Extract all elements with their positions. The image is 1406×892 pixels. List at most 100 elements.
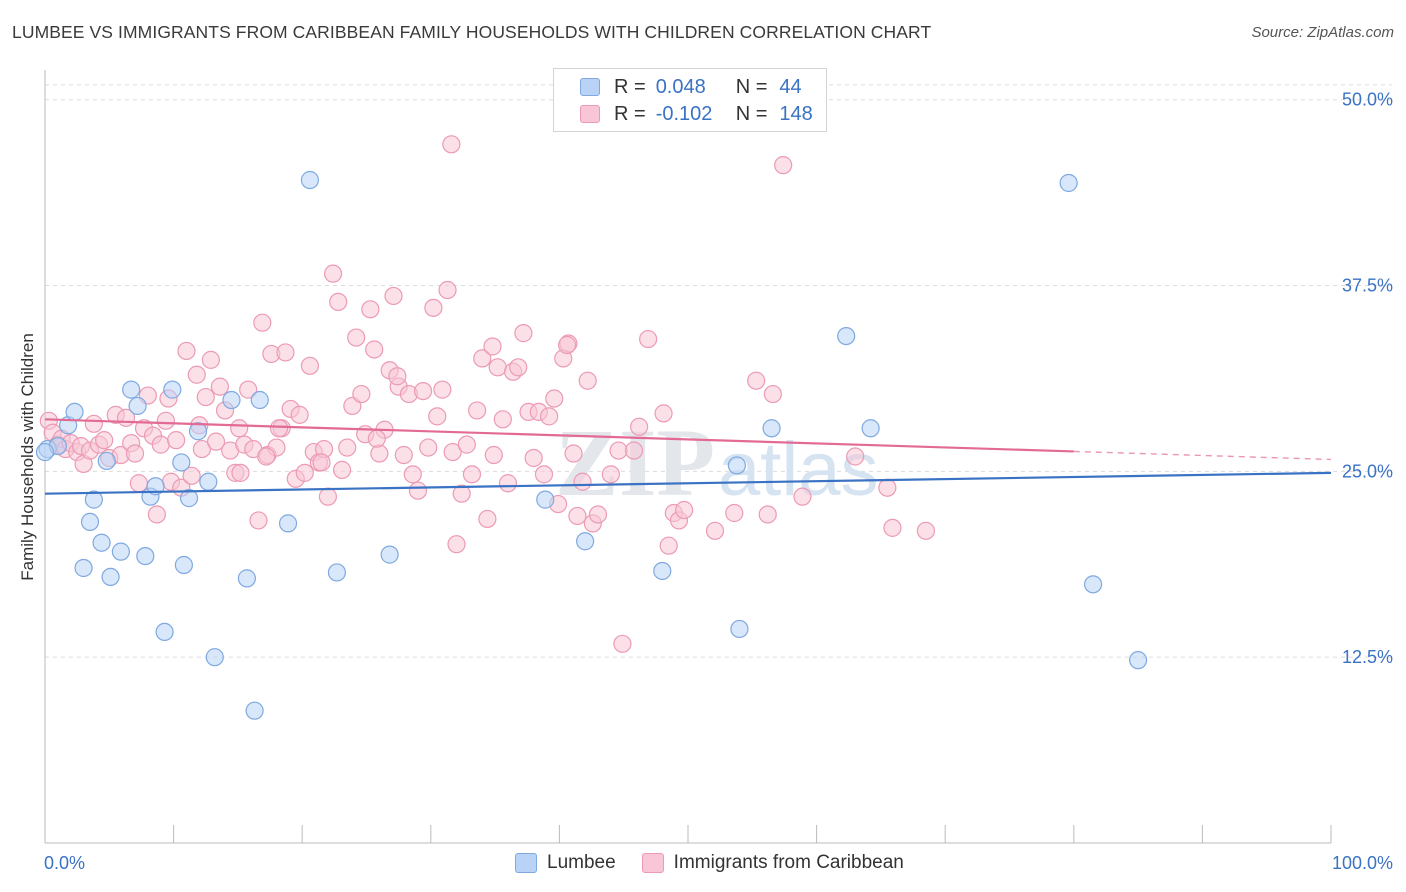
point-caribbean-95 bbox=[493, 410, 512, 429]
point-caribbean-19 bbox=[129, 474, 148, 493]
point-lumbee-24 bbox=[222, 390, 241, 410]
point-caribbean-69 bbox=[365, 340, 384, 359]
point-caribbean-116 bbox=[613, 634, 632, 653]
point-caribbean-134 bbox=[916, 521, 936, 540]
point-caribbean-75 bbox=[394, 445, 413, 465]
legend-n-label: N = bbox=[735, 102, 768, 125]
point-caribbean-104 bbox=[540, 407, 559, 426]
point-caribbean-25 bbox=[156, 411, 175, 430]
point-lumbee-25 bbox=[237, 569, 257, 588]
point-caribbean-133 bbox=[883, 518, 902, 537]
point-caribbean-53 bbox=[290, 405, 309, 424]
point-lumbee-32 bbox=[536, 490, 555, 509]
point-caribbean-111 bbox=[573, 472, 592, 491]
point-lumbee-8 bbox=[97, 451, 116, 471]
point-caribbean-126 bbox=[725, 503, 744, 523]
point-lumbee-26 bbox=[245, 701, 264, 720]
point-caribbean-119 bbox=[639, 329, 658, 349]
point-caribbean-81 bbox=[424, 298, 443, 317]
legend-r-label: R = bbox=[614, 75, 646, 98]
y-axis-label: Family Households with Children bbox=[18, 333, 37, 581]
point-lumbee-37 bbox=[762, 419, 781, 438]
correlation-legend: R = 0.048 N = 44 R = -0.102 N = 148 bbox=[553, 68, 827, 132]
point-caribbean-42 bbox=[239, 380, 258, 399]
point-caribbean-99 bbox=[514, 324, 533, 343]
point-caribbean-90 bbox=[467, 401, 487, 420]
point-caribbean-65 bbox=[347, 328, 366, 347]
point-caribbean-94 bbox=[488, 358, 507, 377]
series-legend: Lumbee Immigrants from Caribbean bbox=[515, 852, 930, 874]
point-caribbean-140 bbox=[484, 445, 503, 465]
point-caribbean-105 bbox=[545, 389, 564, 408]
point-lumbee-43 bbox=[35, 442, 55, 462]
point-lumbee-34 bbox=[653, 561, 672, 581]
y-tick-label-3: 50.0% bbox=[1342, 90, 1393, 110]
point-caribbean-31 bbox=[187, 365, 206, 384]
point-lumbee-31 bbox=[380, 545, 399, 564]
point-lumbee-28 bbox=[278, 514, 298, 533]
point-caribbean-61 bbox=[329, 292, 348, 311]
point-caribbean-40 bbox=[230, 419, 249, 438]
point-caribbean-117 bbox=[624, 441, 644, 460]
point-caribbean-86 bbox=[447, 535, 466, 554]
series-lumbee-points bbox=[35, 170, 1148, 720]
legend-n-value: 148 bbox=[779, 102, 813, 125]
point-lumbee-3 bbox=[65, 402, 84, 422]
legend-swatch-lumbee bbox=[515, 853, 537, 873]
legend-swatch-caribbean bbox=[641, 853, 664, 873]
point-caribbean-115 bbox=[609, 441, 628, 460]
point-caribbean-130 bbox=[793, 487, 812, 506]
point-lumbee-9 bbox=[101, 567, 120, 587]
point-caribbean-91 bbox=[473, 349, 492, 368]
legend-label-lumbee: Lumbee bbox=[547, 852, 616, 873]
point-lumbee-29 bbox=[300, 170, 320, 190]
point-lumbee-4 bbox=[74, 558, 93, 578]
point-caribbean-44 bbox=[249, 511, 268, 530]
point-caribbean-50 bbox=[276, 343, 295, 362]
trend-caribbean-extension bbox=[1073, 450, 1332, 461]
point-caribbean-80 bbox=[419, 438, 438, 457]
point-lumbee-30 bbox=[327, 563, 347, 582]
point-lumbee-33 bbox=[576, 532, 595, 551]
point-caribbean-109 bbox=[564, 444, 583, 463]
point-caribbean-92 bbox=[478, 509, 497, 529]
legend-item-lumbee: Lumbee bbox=[515, 852, 616, 874]
point-caribbean-59 bbox=[318, 487, 338, 506]
point-caribbean-83 bbox=[433, 380, 452, 399]
point-caribbean-68 bbox=[361, 300, 380, 319]
point-caribbean-131 bbox=[846, 447, 865, 466]
point-caribbean-62 bbox=[332, 460, 352, 479]
point-lumbee-23 bbox=[205, 648, 224, 667]
point-caribbean-146 bbox=[388, 367, 407, 386]
point-caribbean-96 bbox=[498, 474, 518, 493]
point-caribbean-147 bbox=[601, 465, 620, 484]
point-caribbean-66 bbox=[352, 384, 371, 404]
point-caribbean-54 bbox=[295, 463, 314, 482]
point-caribbean-77 bbox=[403, 465, 422, 484]
point-lumbee-18 bbox=[172, 453, 191, 472]
x-tick-labels: 0.0% 100.0% bbox=[44, 853, 1393, 873]
point-caribbean-79 bbox=[413, 381, 433, 401]
point-caribbean-137 bbox=[231, 463, 250, 482]
point-lumbee-38 bbox=[837, 326, 856, 346]
watermark: ZIP atlas bbox=[555, 409, 879, 516]
point-lumbee-21 bbox=[188, 422, 208, 441]
point-caribbean-132 bbox=[878, 478, 897, 497]
point-caribbean-114 bbox=[588, 505, 608, 524]
legend-row-caribbean: R = -0.102 N = 148 bbox=[580, 101, 813, 127]
point-caribbean-142 bbox=[269, 419, 289, 438]
x-tick-label-min: 0.0% bbox=[44, 853, 85, 873]
legend-item-caribbean: Immigrants from Caribbean bbox=[641, 852, 904, 874]
point-caribbean-128 bbox=[758, 505, 777, 524]
point-lumbee-19 bbox=[174, 555, 193, 575]
point-caribbean-135 bbox=[442, 135, 461, 154]
point-caribbean-89 bbox=[462, 465, 482, 484]
y-tick-label-0: 12.5% bbox=[1342, 647, 1393, 667]
point-lumbee-20 bbox=[179, 489, 199, 508]
point-caribbean-78 bbox=[408, 481, 428, 500]
point-caribbean-32 bbox=[192, 439, 211, 459]
point-caribbean-118 bbox=[630, 417, 649, 436]
point-lumbee-35 bbox=[727, 456, 746, 475]
point-caribbean-112 bbox=[578, 371, 597, 390]
point-caribbean-127 bbox=[747, 371, 766, 390]
